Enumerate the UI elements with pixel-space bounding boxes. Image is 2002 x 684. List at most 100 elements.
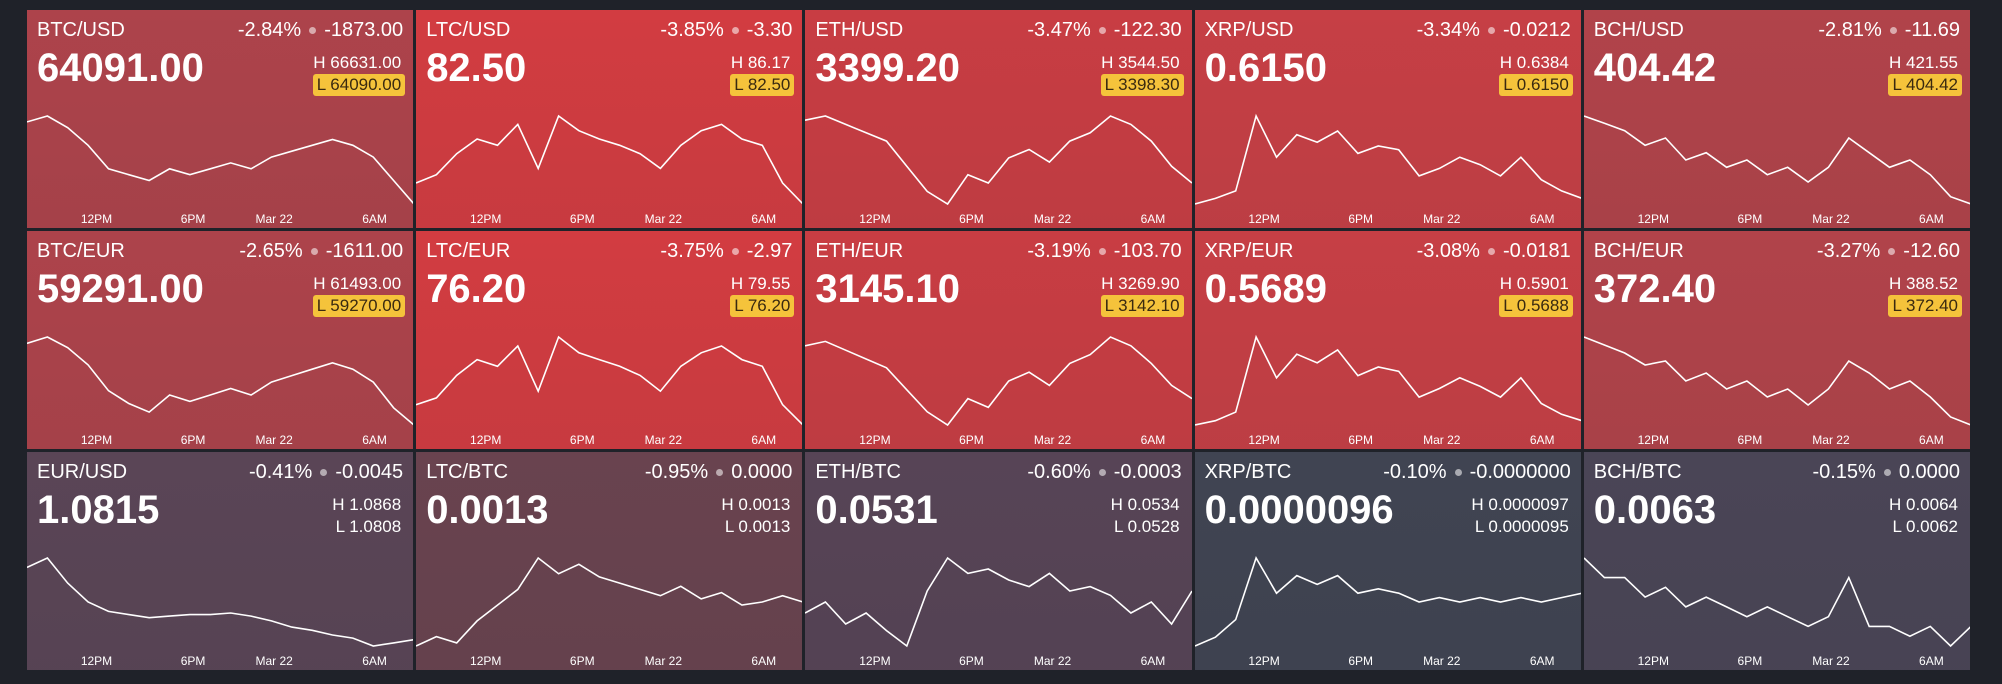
time-label: Mar 22 <box>1812 433 1850 447</box>
time-label: 12PM <box>470 212 502 226</box>
price: 0.0013 <box>426 488 549 532</box>
separator-dot <box>1454 469 1462 477</box>
time-label: 6AM <box>1919 654 1944 668</box>
time-label: 6AM <box>1919 212 1944 226</box>
pair-name: EUR/USD <box>37 461 128 483</box>
change-abs: 0.0000 <box>1898 461 1960 483</box>
change-abs: -0.0045 <box>335 461 404 483</box>
price: 1.0815 <box>37 488 160 532</box>
change-abs: -103.70 <box>1113 240 1182 262</box>
change-abs: -2.97 <box>746 240 793 262</box>
change-pct: -3.34% <box>1416 19 1480 41</box>
low: L 0.6150 <box>1499 74 1573 96</box>
time-label: Mar 22 <box>255 212 293 226</box>
change-abs: -11.69 <box>1904 19 1960 41</box>
sparkline-chart <box>27 557 414 647</box>
change: -0.10% -0.0000000 <box>1383 461 1571 484</box>
change-pct: -0.15% <box>1812 461 1876 483</box>
low-value: 372.40 <box>1906 296 1958 315</box>
change-abs: -0.0181 <box>1502 240 1571 262</box>
price: 64091.00 <box>37 46 204 90</box>
pair-name: ETH/EUR <box>815 240 904 262</box>
low: L 3398.30 <box>1100 74 1184 96</box>
high-value: 0.0000097 <box>1488 495 1569 514</box>
pair-name: ETH/BTC <box>815 461 901 483</box>
time-label: Mar 22 <box>644 433 683 447</box>
low-value: 404.42 <box>1906 75 1958 94</box>
ticker-tile: BCH/USD -2.81% -11.69 404.42 H 421.55 L 404.4… <box>1583 10 1970 228</box>
change-pct: -0.60% <box>1027 461 1091 483</box>
price: 0.0000096 <box>1204 488 1394 532</box>
time-label: 12PM <box>80 654 113 668</box>
time-label: 6PM <box>569 654 595 668</box>
pair-name: LTC/EUR <box>426 240 511 262</box>
high: H 3269.90 <box>1101 274 1180 293</box>
change: -2.84% -1873.00 <box>238 19 403 42</box>
sparkline-chart <box>1583 336 1970 426</box>
change-abs: -122.30 <box>1113 19 1182 41</box>
separator-dot <box>310 248 318 256</box>
ticker-tile: XRP/BTC -0.10% -0.0000000 0.0000096 H 0.0000… <box>1194 452 1581 670</box>
high-value: 0.0064 <box>1906 495 1958 514</box>
low-value: 0.0000095 <box>1488 517 1569 536</box>
low-value: 76.20 <box>747 296 791 315</box>
time-label: 6AM <box>1529 433 1555 447</box>
low: L 82.50 <box>730 74 795 96</box>
pair-name: XRP/BTC <box>1204 461 1292 483</box>
time-label: 12PM <box>1248 212 1280 226</box>
sparkline <box>416 556 803 647</box>
low-value: 0.6150 <box>1516 75 1569 94</box>
change-pct: -2.84% <box>237 19 302 41</box>
high-value: 61493.00 <box>330 274 402 293</box>
ticker-tile: BTC/EUR -2.65% -1611.00 59291.00 H 61493.00 L… <box>27 231 414 449</box>
sparkline <box>805 556 1192 648</box>
time-label: Mar 22 <box>255 654 293 668</box>
change-pct: -2.81% <box>1818 19 1882 41</box>
time-label: 6PM <box>180 433 206 447</box>
change: -0.15% 0.0000 <box>1812 461 1960 484</box>
time-label: 6PM <box>1348 433 1373 447</box>
sparkline-chart <box>805 556 1192 648</box>
sparkline-chart <box>1583 115 1970 205</box>
price: 76.20 <box>426 267 527 311</box>
change-abs: -1611.00 <box>325 240 404 262</box>
pair-name: BCH/USD <box>1593 19 1684 41</box>
high: H 0.6384 <box>1499 53 1569 72</box>
time-label: 6PM <box>1348 212 1373 226</box>
sparkline <box>1194 334 1581 426</box>
low: L 64090.00 <box>312 74 406 96</box>
high-value: 86.17 <box>747 53 791 72</box>
high: H 388.52 <box>1889 274 1958 293</box>
sparkline <box>27 557 414 647</box>
time-label: 12PM <box>470 433 502 447</box>
sparkline-chart <box>416 114 803 205</box>
change: -2.65% -1611.00 <box>239 240 403 263</box>
sparkline <box>416 335 803 426</box>
time-label: Mar 22 <box>644 212 683 226</box>
time-label: 12PM <box>859 212 891 226</box>
separator-dot <box>309 27 317 35</box>
change: -3.34% -0.0212 <box>1417 19 1571 42</box>
time-label: 6AM <box>1919 433 1944 447</box>
low-value: 1.0808 <box>349 517 402 536</box>
time-label: 12PM <box>1637 654 1669 668</box>
sparkline-chart <box>805 336 1192 427</box>
low-value: 0.0013 <box>738 517 791 536</box>
low: L 0.0013 <box>724 517 791 536</box>
ticker-tile: LTC/EUR -3.75% -2.97 76.20 H 79.55 L 76.20 12P… <box>416 231 803 449</box>
change-abs: -0.0000000 <box>1469 461 1571 483</box>
time-label: Mar 22 <box>644 654 683 668</box>
high-value: 0.6384 <box>1516 53 1569 72</box>
sparkline-chart <box>416 335 803 426</box>
time-label: Mar 22 <box>1423 433 1461 447</box>
sparkline-chart <box>27 115 414 205</box>
separator-dot <box>1883 469 1891 477</box>
time-label: 12PM <box>859 654 891 668</box>
sparkline <box>27 336 414 426</box>
high-value: 0.0534 <box>1127 495 1180 514</box>
high: H 1.0868 <box>332 495 402 514</box>
time-label: 6PM <box>959 654 984 668</box>
price: 3399.20 <box>815 46 960 90</box>
ticker-grid: BTC/USD -2.84% -1873.00 64091.00 H 66631.00 L… <box>27 10 1970 670</box>
sparkline <box>1583 336 1970 426</box>
